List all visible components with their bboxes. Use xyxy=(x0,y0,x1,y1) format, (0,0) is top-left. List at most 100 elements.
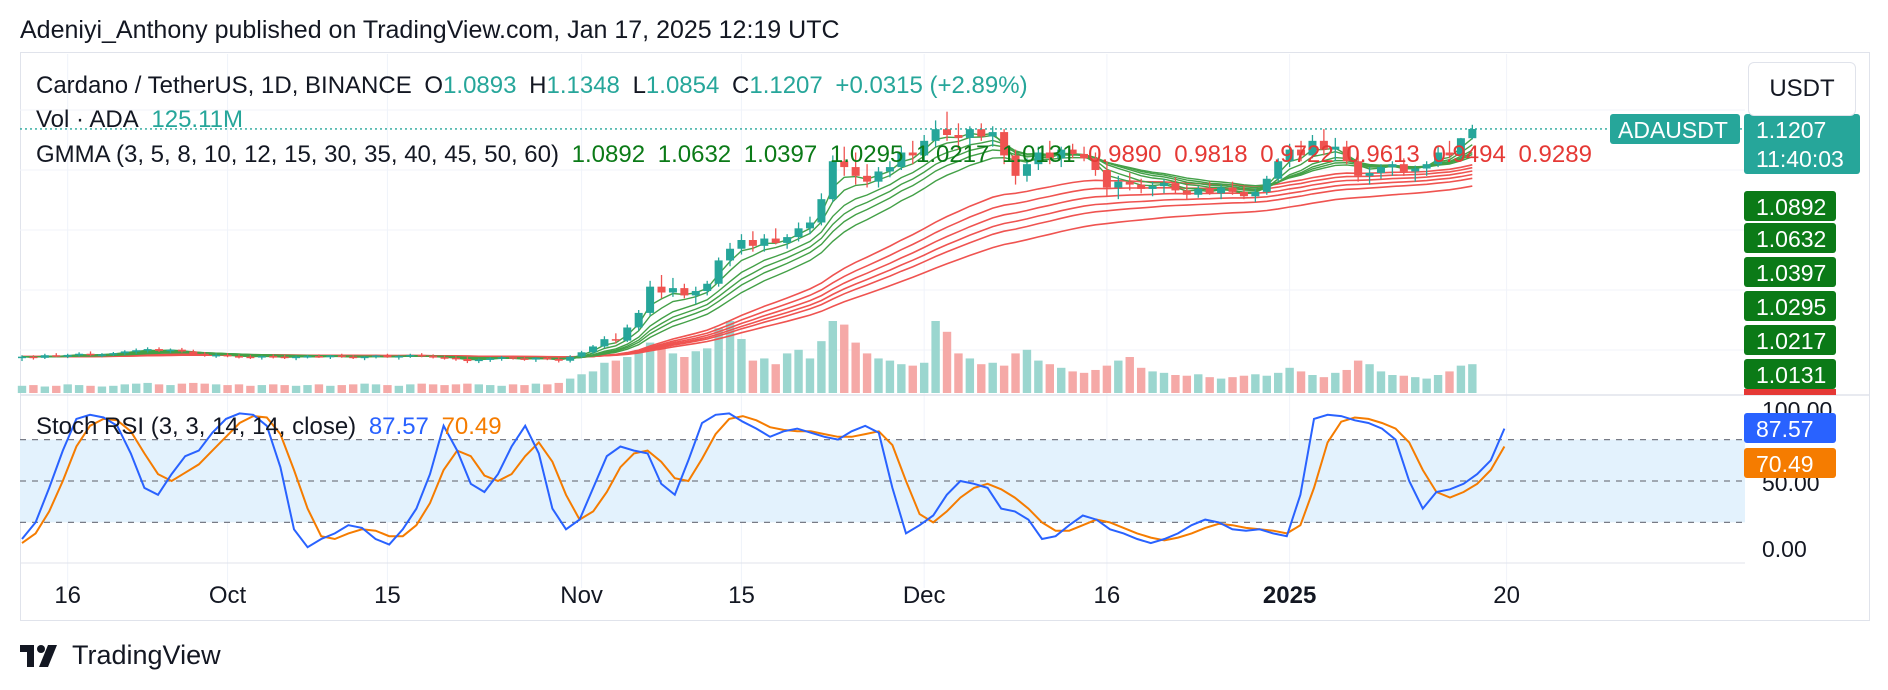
candle-body xyxy=(1342,146,1351,162)
candle-body xyxy=(1000,132,1009,156)
candle-body xyxy=(977,129,986,137)
time-axis-label-8: 20 xyxy=(1493,582,1520,609)
candle-body xyxy=(646,286,655,313)
stoch-label[interactable]: Stoch RSI (3, 3, 14, 14, close) xyxy=(36,413,357,440)
candle-body xyxy=(760,238,769,246)
volume-bar xyxy=(246,385,255,393)
candle-body xyxy=(1228,187,1237,192)
stoch-d-tag-bg xyxy=(1744,448,1836,478)
volume-bar xyxy=(406,384,415,393)
volume-bar xyxy=(348,384,358,393)
candle-body xyxy=(1148,186,1157,189)
volume-bar xyxy=(1422,378,1431,393)
volume-bar xyxy=(394,385,404,393)
footer-brand[interactable]: TradingView xyxy=(72,640,221,670)
candle-body xyxy=(1091,158,1100,170)
gmma-value-9: 0.9722 xyxy=(1260,141,1334,168)
gmma-label[interactable]: GMMA (3, 5, 8, 10, 12, 15, 30, 35, 40, 4… xyxy=(36,141,559,168)
gmma-short-ema-15 xyxy=(21,156,1473,360)
candle-body xyxy=(497,357,506,359)
candle-body xyxy=(634,312,643,328)
candle-body xyxy=(246,356,255,359)
candle-body xyxy=(1137,184,1146,189)
volume-bar xyxy=(120,384,129,393)
gmma-value-4: 1.0295 xyxy=(829,141,904,168)
volume-bar xyxy=(451,384,461,393)
volume-bar xyxy=(86,385,95,393)
candle-body xyxy=(463,359,472,362)
candle-body xyxy=(520,358,529,360)
close-value: 1.1207 xyxy=(749,72,823,99)
volume-bar xyxy=(1239,375,1249,393)
tradingview-logo-icon[interactable] xyxy=(20,644,64,667)
time-axis-label-5: Dec xyxy=(903,582,946,609)
candle-body xyxy=(1365,172,1374,176)
candle-body xyxy=(554,359,563,361)
candle-body xyxy=(1331,146,1340,150)
volume-bar xyxy=(314,384,324,393)
candle-body xyxy=(863,175,872,182)
candle-body xyxy=(1160,183,1168,187)
candle-body xyxy=(1376,167,1385,173)
candle-body xyxy=(840,161,849,168)
gmma-value-11: 0.9494 xyxy=(1432,141,1506,168)
time-axis-label-6: 16 xyxy=(1094,582,1121,609)
volume-bar xyxy=(303,385,312,393)
candle-body xyxy=(155,349,164,351)
candle-body xyxy=(714,260,723,284)
volume-bar xyxy=(29,385,38,393)
candle-body xyxy=(292,356,301,359)
volume-bar xyxy=(463,383,472,393)
candle-body xyxy=(1125,181,1134,185)
publisher-line: Adeniyi_Anthony published on TradingView… xyxy=(20,16,840,44)
volume-bar xyxy=(748,360,758,393)
candle-body xyxy=(748,240,757,246)
candle-body xyxy=(257,356,266,358)
symbol-label[interactable]: Cardano / TetherUS, 1D, BINANCE xyxy=(36,72,412,99)
candle-body xyxy=(851,167,860,176)
volume-bar xyxy=(657,344,666,393)
volume-bar xyxy=(714,328,723,393)
volume-bar xyxy=(1331,372,1340,393)
symbol-tag-bg xyxy=(1610,113,1740,144)
volume-bar xyxy=(1228,377,1237,393)
volume-bar xyxy=(874,358,883,393)
volume-bar xyxy=(817,341,826,393)
stoch-k-tag: 87.57 xyxy=(1756,416,1814,442)
candle-body xyxy=(177,349,186,352)
candle-body xyxy=(1011,155,1020,176)
volume-bar xyxy=(1068,371,1077,393)
volume-bar xyxy=(1388,375,1397,393)
candle-body xyxy=(1114,181,1123,188)
time-axis-label-4: 15 xyxy=(728,582,755,609)
gmma-value-1: 1.0892 xyxy=(571,141,646,168)
footer: TradingView xyxy=(20,640,221,671)
volume-bar xyxy=(1399,375,1409,393)
volume-bar xyxy=(360,383,369,393)
candle-body xyxy=(1274,161,1283,179)
gmma-value-6: 1.0131 xyxy=(1002,141,1076,168)
candle-body xyxy=(1456,138,1465,156)
volume-bar xyxy=(1342,369,1351,393)
candle-body xyxy=(954,135,963,138)
volume-bar xyxy=(1034,360,1043,393)
volume-label[interactable]: Vol · ADA xyxy=(36,106,139,133)
volume-bar xyxy=(109,385,118,393)
volume-bar xyxy=(417,383,426,393)
volume-bar xyxy=(520,385,529,393)
candle-body xyxy=(1057,149,1066,159)
candle-body xyxy=(303,356,312,358)
stoch-d-tag: 70.49 xyxy=(1756,451,1814,477)
volume-bar xyxy=(725,321,735,393)
change-value: +0.0315 (+2.89%) xyxy=(835,72,1028,99)
candle-body xyxy=(943,129,952,135)
volume-bar xyxy=(565,378,575,393)
gmma-value-5: 1.0217 xyxy=(915,141,990,168)
volume-bar xyxy=(919,362,929,393)
volume-bar xyxy=(508,384,518,393)
candle-body xyxy=(360,356,369,359)
volume-bar xyxy=(680,357,689,393)
currency-button[interactable]: USDT xyxy=(1748,62,1856,116)
volume-bar xyxy=(1102,365,1112,393)
